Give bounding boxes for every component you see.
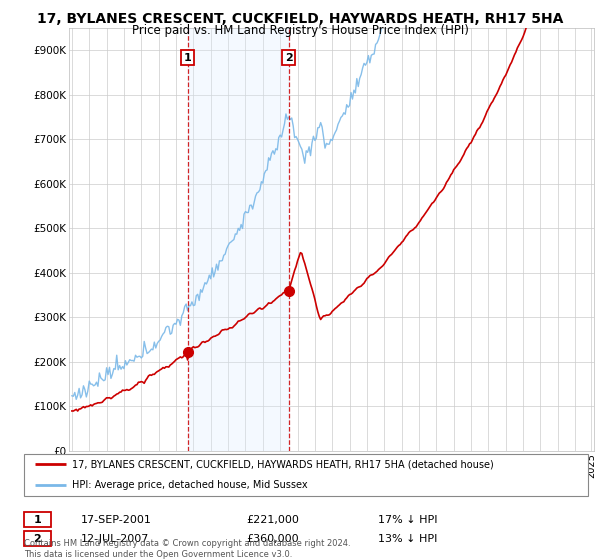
Text: Contains HM Land Registry data © Crown copyright and database right 2024.
This d: Contains HM Land Registry data © Crown c… [24,539,350,559]
Bar [188,28,289,451]
Text: 17-SEP-2001: 17-SEP-2001 [81,515,152,525]
Text: 1: 1 [34,515,41,525]
Text: 17% ↓ HPI: 17% ↓ HPI [378,515,437,525]
Text: £221,000: £221,000 [246,515,299,525]
Text: HPI: Average price, detached house, Mid Sussex: HPI: Average price, detached house, Mid … [72,480,308,490]
Text: 1: 1 [184,53,191,63]
Text: 12-JUL-2007: 12-JUL-2007 [81,534,149,544]
Text: 13% ↓ HPI: 13% ↓ HPI [378,534,437,544]
Text: Price paid vs. HM Land Registry's House Price Index (HPI): Price paid vs. HM Land Registry's House … [131,24,469,36]
Text: 17, BYLANES CRESCENT, CUCKFIELD, HAYWARDS HEATH, RH17 5HA: 17, BYLANES CRESCENT, CUCKFIELD, HAYWARD… [37,12,563,26]
FancyBboxPatch shape [24,454,588,496]
Text: 2: 2 [34,534,41,544]
Text: 17, BYLANES CRESCENT, CUCKFIELD, HAYWARDS HEATH, RH17 5HA (detached house): 17, BYLANES CRESCENT, CUCKFIELD, HAYWARD… [72,459,494,469]
Text: 2: 2 [285,53,293,63]
Text: £360,000: £360,000 [246,534,299,544]
